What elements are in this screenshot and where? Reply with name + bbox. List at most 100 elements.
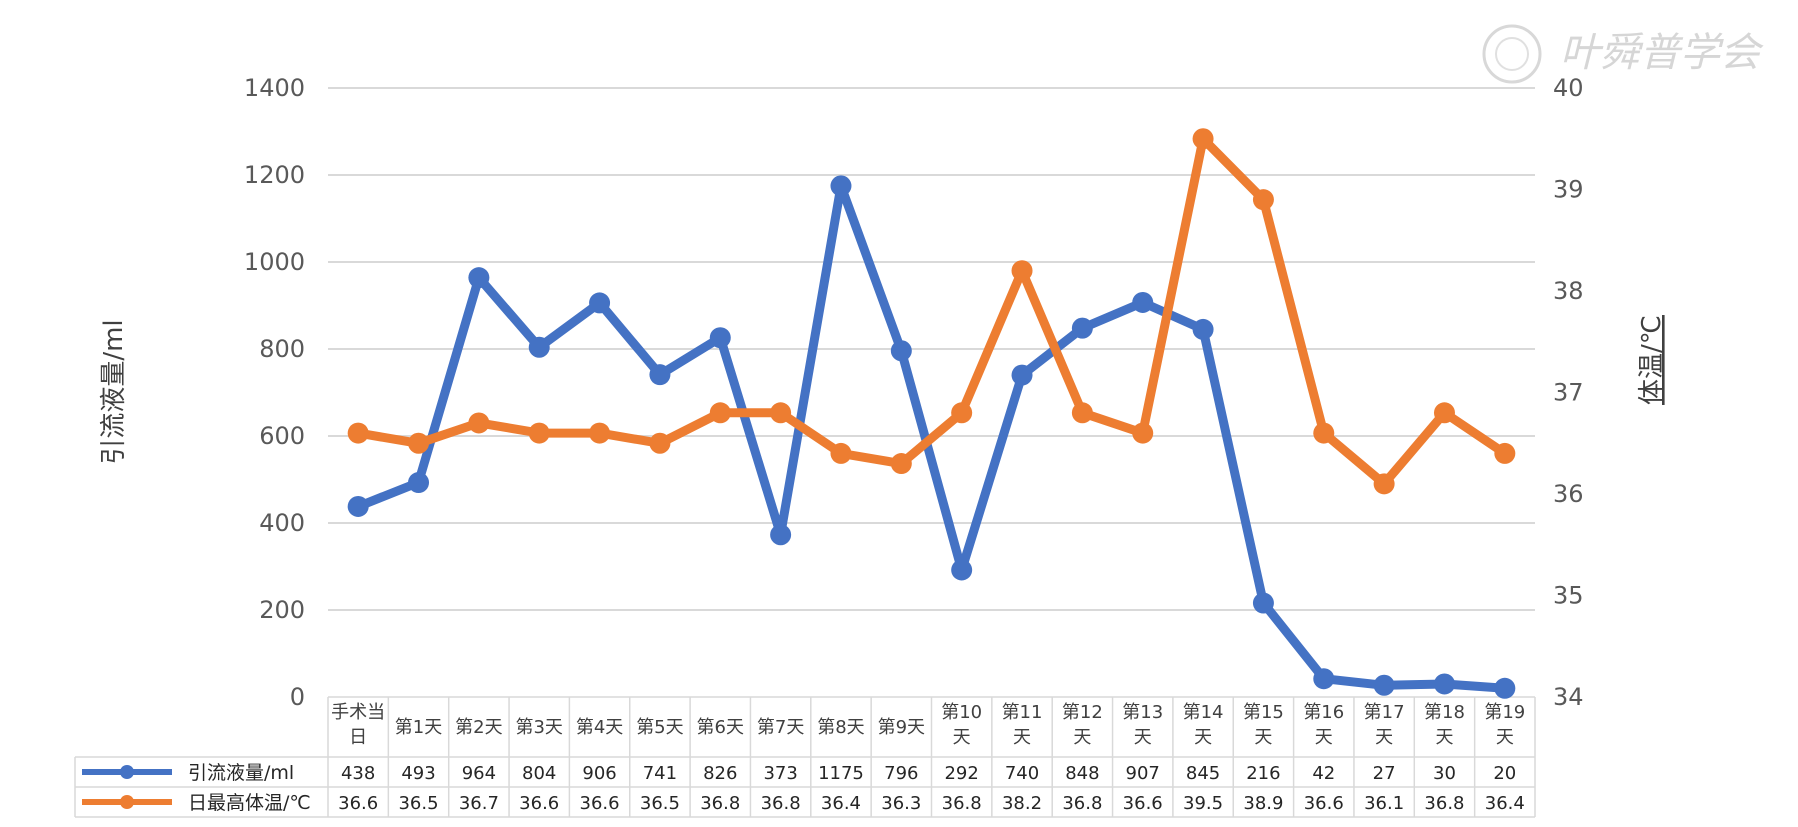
- table-value: 36.4: [821, 793, 861, 814]
- category-label: 第10 天: [941, 702, 982, 748]
- category-label: 第3天: [515, 717, 562, 738]
- data-point: [1252, 189, 1274, 211]
- table-value: 848: [1065, 763, 1099, 784]
- left-axis-title: 引流液量/ml: [99, 319, 129, 464]
- legend-label: 引流液量/ml: [188, 762, 294, 784]
- category-label: 第5天: [636, 717, 683, 738]
- data-point: [951, 559, 973, 581]
- table-value: 964: [462, 763, 496, 784]
- category-label: 第7天: [757, 717, 804, 738]
- table-value: 20: [1493, 763, 1516, 784]
- data-point: [1313, 668, 1335, 690]
- data-point: [770, 402, 792, 424]
- data-point: [1494, 442, 1516, 464]
- table-value: 36.6: [1123, 793, 1163, 814]
- table-value: 438: [341, 763, 375, 784]
- data-point: [890, 340, 912, 362]
- table-value: 27: [1373, 763, 1396, 784]
- data-point: [1192, 128, 1214, 150]
- category-label: 第15 天: [1243, 702, 1284, 748]
- category-label: 第14 天: [1183, 702, 1224, 748]
- right-axis-title: 体温/℃: [1637, 315, 1667, 405]
- series-line: [353, 181, 1510, 693]
- data-point: [1313, 422, 1335, 444]
- data-point: [770, 524, 792, 546]
- data-point: [1071, 317, 1093, 339]
- table-value: 373: [763, 763, 797, 784]
- watermark-text: 叶舜普学会: [1560, 30, 1764, 76]
- data-point: [1373, 674, 1395, 696]
- left-tick-label: 200: [259, 596, 305, 624]
- category-label: 第8天: [817, 717, 864, 738]
- right-tick-label: 37: [1553, 379, 1584, 407]
- left-axis-ticks: 0 200 400 600 800 1000 1200 1400: [244, 74, 305, 711]
- data-point: [649, 364, 671, 386]
- gridlines: [328, 87, 1535, 611]
- table-value: 36.8: [700, 793, 740, 814]
- data-point: [1433, 673, 1455, 695]
- data-point: [1071, 402, 1093, 424]
- table-value: 36.4: [1485, 793, 1525, 814]
- right-tick-label: 39: [1553, 176, 1584, 204]
- data-point: [528, 336, 550, 358]
- data-point: [589, 422, 611, 444]
- data-point: [1494, 677, 1516, 699]
- data-point: [589, 292, 611, 314]
- data-point: [709, 402, 731, 424]
- data-point: [1192, 318, 1214, 340]
- category-label: 第17 天: [1364, 702, 1405, 748]
- left-tick-label: 400: [259, 509, 305, 537]
- right-tick-label: 38: [1553, 277, 1584, 305]
- data-point: [1011, 364, 1033, 386]
- category-label: 第19 天: [1484, 702, 1525, 748]
- category-label: 第18 天: [1424, 702, 1465, 748]
- data-point: [951, 402, 973, 424]
- table-value: 36.6: [1304, 793, 1344, 814]
- data-point: [347, 422, 369, 444]
- legend-key-marker: [120, 765, 134, 779]
- watermark: 叶舜普学会: [1482, 24, 1764, 84]
- data-point: [890, 453, 912, 475]
- table-value: 36.8: [942, 793, 982, 814]
- table-value: 907: [1126, 763, 1160, 784]
- table-value: 796: [884, 763, 918, 784]
- left-tick-label: 0: [290, 683, 305, 711]
- category-label: 第6天: [697, 717, 744, 738]
- table-value: 36.8: [761, 793, 801, 814]
- table-value: 39.5: [1183, 793, 1223, 814]
- data-point: [1252, 592, 1274, 614]
- category-label: 第13 天: [1122, 702, 1163, 748]
- category-label: 第4天: [576, 717, 623, 738]
- data-point: [1433, 402, 1455, 424]
- category-label: 第2天: [455, 717, 502, 738]
- left-tick-label: 1000: [244, 248, 305, 276]
- table-value: 740: [1005, 763, 1039, 784]
- data-point: [468, 267, 490, 289]
- seal-icon: [1482, 24, 1542, 84]
- table-value: 906: [582, 763, 616, 784]
- table-value: 36.8: [1062, 793, 1102, 814]
- table-value: 36.7: [459, 793, 499, 814]
- data-point: [830, 442, 852, 464]
- table-value: 38.2: [1002, 793, 1042, 814]
- right-tick-label: 34: [1553, 683, 1584, 711]
- table-value: 36.8: [1424, 793, 1464, 814]
- category-label: 第1天: [395, 717, 442, 738]
- series-2: [347, 128, 1516, 495]
- left-tick-label: 600: [259, 422, 305, 450]
- data-point: [1373, 473, 1395, 495]
- table-value: 804: [522, 763, 556, 784]
- table-value: 1175: [818, 763, 864, 784]
- legend-key-marker: [120, 795, 134, 809]
- table-value: 36.5: [640, 793, 680, 814]
- right-axis-ticks: 34 35 36 37 38 39 40: [1553, 74, 1584, 711]
- table-value: 741: [643, 763, 677, 784]
- table-value: 36.6: [580, 793, 620, 814]
- table-value: 292: [944, 763, 978, 784]
- table-value: 845: [1186, 763, 1220, 784]
- data-point: [830, 175, 852, 197]
- table-value: 36.6: [519, 793, 559, 814]
- table-value: 36.6: [338, 793, 378, 814]
- table-value: 42: [1312, 763, 1335, 784]
